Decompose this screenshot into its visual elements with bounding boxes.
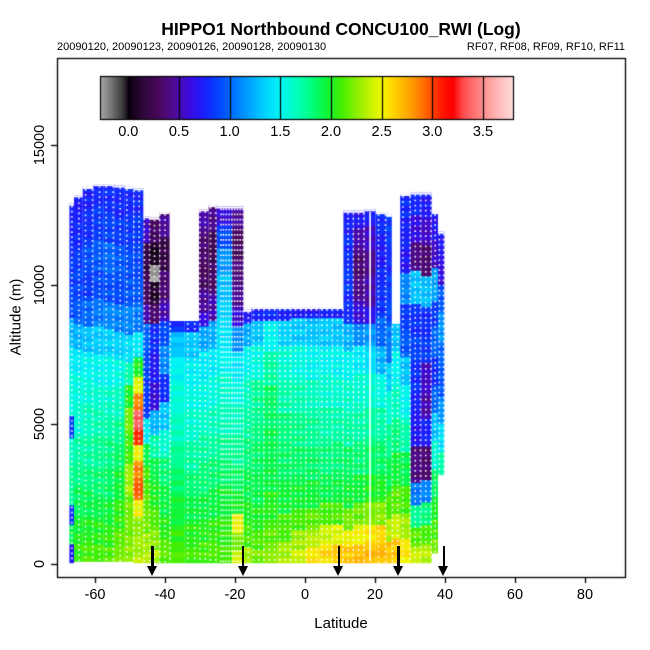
colorbar-tick-label: 0.0 xyxy=(118,124,139,140)
colorbar-tick-label: 1.0 xyxy=(219,124,240,140)
arrow-head-icon xyxy=(393,566,404,576)
y-tick-label: 15000 xyxy=(32,124,48,166)
flight-endpoint-arrow xyxy=(237,546,249,576)
x-tick-label: -60 xyxy=(84,587,106,603)
x-tick-label: -20 xyxy=(224,587,246,603)
x-tick-label: 80 xyxy=(576,587,594,603)
flight-dates-subtitle: 20090120, 20090123, 20090126, 20090128, … xyxy=(57,41,327,53)
arrow-stem xyxy=(397,546,401,567)
colorbar-tick-label: 2.5 xyxy=(371,124,392,140)
arrow-stem xyxy=(442,546,446,567)
y-axis-label: Altitude (m) xyxy=(7,278,25,356)
x-tick-label: 40 xyxy=(436,587,454,603)
flight-ids-subtitle: RF07, RF08, RF09, RF10, RF11 xyxy=(466,41,625,53)
arrow-head-icon xyxy=(237,566,248,576)
arrow-stem xyxy=(151,546,155,567)
x-tick-label: 20 xyxy=(366,587,384,603)
arrow-stem xyxy=(337,546,341,567)
x-tick-label: -40 xyxy=(154,587,176,603)
arrow-head-icon xyxy=(333,566,344,576)
x-tick-label: 0 xyxy=(300,587,310,603)
y-tick-label: 0 xyxy=(32,559,48,569)
arrow-head-icon xyxy=(147,566,158,576)
colorbar-tick-label: 2.0 xyxy=(320,124,342,140)
flight-endpoint-arrow xyxy=(438,546,449,576)
flight-endpoint-arrow xyxy=(147,546,158,576)
arrow-head-icon xyxy=(438,566,449,576)
colorbar-tick-label: 1.5 xyxy=(270,124,291,140)
y-tick-label: 5000 xyxy=(32,408,48,441)
y-tick-label: 10000 xyxy=(32,264,48,305)
x-tick-label: 60 xyxy=(506,587,524,603)
colorbar-tick-label: 3.5 xyxy=(472,124,494,140)
colorbar-tick-label: 0.5 xyxy=(168,124,190,140)
colorbar-tick-label: 3.0 xyxy=(422,124,443,140)
flight-endpoint-arrow xyxy=(333,546,344,576)
arrow-stem xyxy=(241,546,245,567)
x-axis-label: Latitude xyxy=(314,615,368,632)
chart-title: HIPPO1 Northbound CONCU100_RWI (Log) xyxy=(161,19,521,39)
flight-endpoint-arrow xyxy=(393,546,404,576)
